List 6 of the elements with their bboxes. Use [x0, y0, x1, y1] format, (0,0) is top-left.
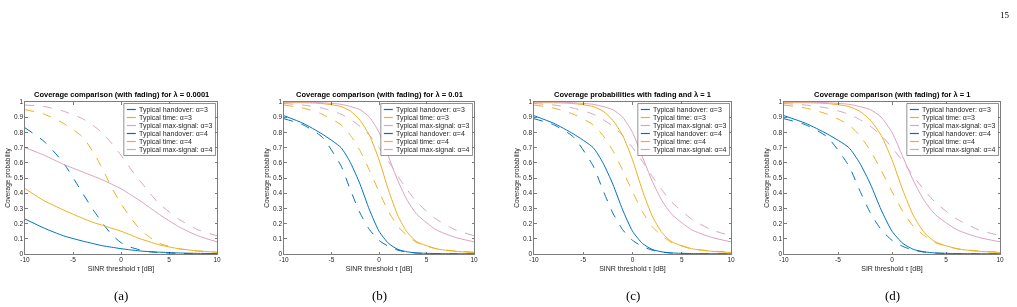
text: 15: [1000, 10, 1010, 20]
text: (c): [626, 288, 641, 303]
text: (d): [885, 288, 901, 303]
text: (a): [114, 288, 129, 303]
line-series: [25, 147, 217, 243]
text: (b): [372, 288, 388, 303]
